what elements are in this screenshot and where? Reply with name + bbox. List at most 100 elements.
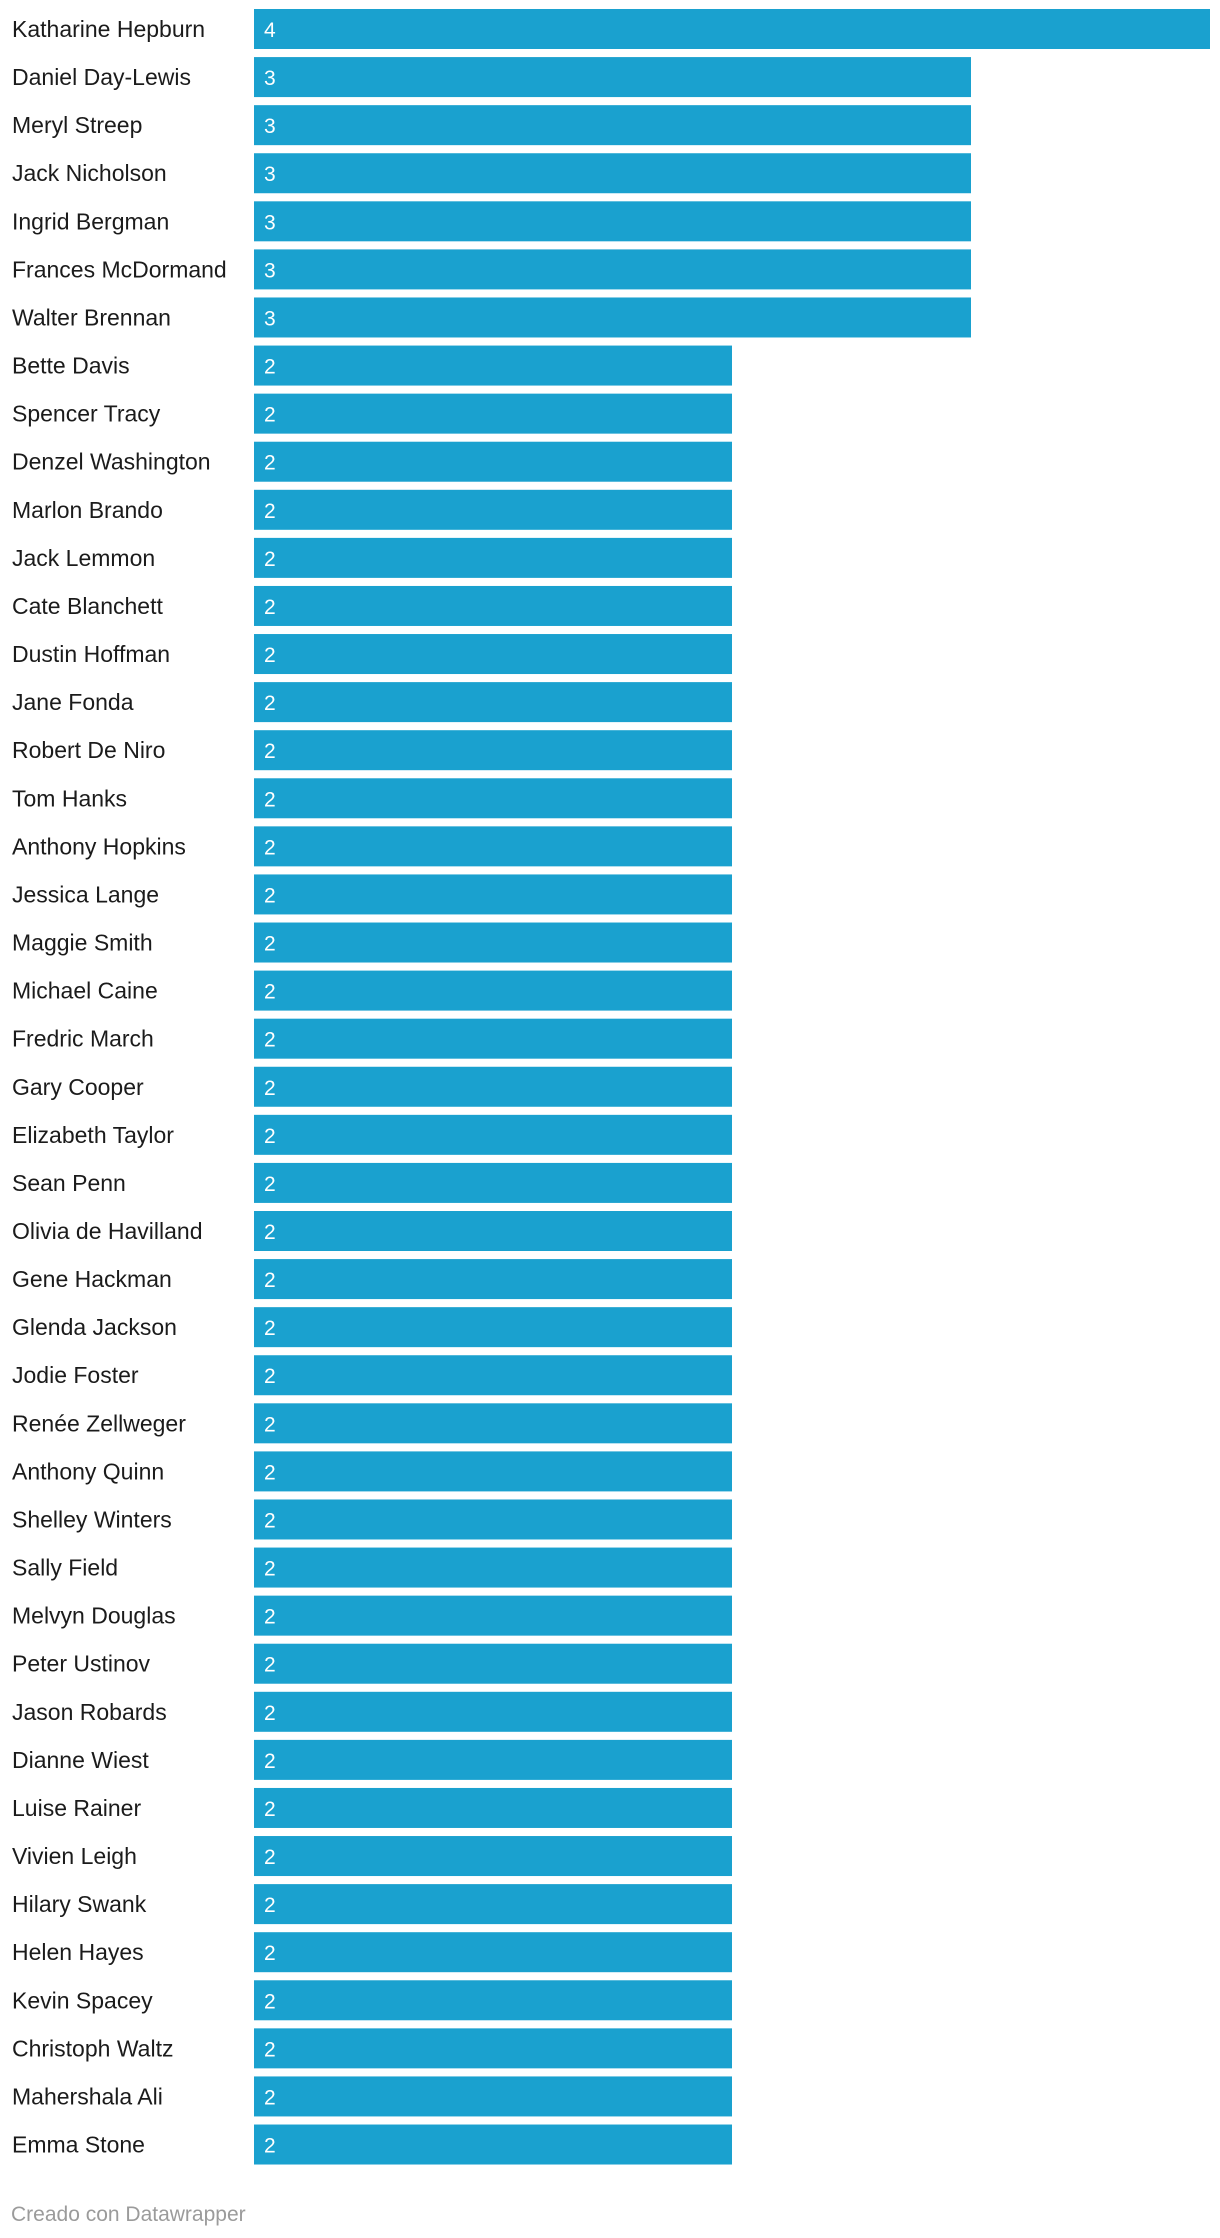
bar-row: Maggie Smith 2	[12, 922, 732, 963]
bar	[254, 585, 732, 626]
category-label: Emma Stone	[12, 2132, 145, 2158]
bar-row: Glenda Jackson 2	[12, 1307, 732, 1348]
bar	[254, 634, 732, 675]
value-label: 2	[264, 1894, 276, 1917]
value-label: 2	[264, 1798, 276, 1821]
bar	[254, 345, 732, 386]
bar-row: Peter Ustinov 2	[12, 1643, 732, 1684]
category-label: Fredric March	[12, 1026, 154, 1052]
bar-row: Anthony Quinn 2	[12, 1451, 732, 1492]
category-label: Shelley Winters	[12, 1506, 172, 1532]
bar	[254, 730, 732, 771]
value-label: 2	[264, 1269, 276, 1292]
bar-row: Anthony Hopkins 2	[12, 826, 732, 867]
bar-row: Walter Brennan 3	[12, 297, 971, 338]
value-label: 2	[264, 740, 276, 763]
value-label: 2	[264, 1750, 276, 1773]
value-label: 2	[264, 404, 276, 427]
value-label: 2	[264, 596, 276, 619]
bar	[254, 1018, 732, 1059]
value-label: 2	[264, 788, 276, 811]
category-label: Cate Blanchett	[12, 593, 163, 619]
category-label: Tom Hanks	[12, 785, 127, 811]
value-label: 2	[264, 1029, 276, 1052]
bar-row: Frances McDormand 3	[12, 249, 971, 290]
value-label: 2	[264, 1990, 276, 2013]
value-label: 2	[264, 1846, 276, 1869]
value-label: 3	[264, 163, 276, 186]
bar-row: Ingrid Bergman 3	[12, 201, 971, 242]
bar	[254, 1595, 732, 1636]
value-label: 2	[264, 1461, 276, 1484]
category-label: Katharine Hepburn	[12, 16, 205, 42]
value-label: 3	[264, 115, 276, 138]
category-label: Jessica Lange	[12, 881, 159, 907]
category-label: Bette Davis	[12, 353, 130, 379]
bar	[254, 1162, 732, 1203]
category-label: Mahershala Ali	[12, 2083, 163, 2109]
bar-row: Kevin Spacey 2	[12, 1980, 732, 2021]
bar-row: Jack Lemmon 2	[12, 537, 732, 578]
bar-row: Gary Cooper 2	[12, 1066, 732, 1107]
category-label: Gary Cooper	[12, 1074, 144, 1100]
bar-row: Emma Stone 2	[12, 2124, 732, 2165]
category-label: Christoph Waltz	[12, 2035, 173, 2061]
bar	[254, 297, 971, 338]
bar-row: Dianne Wiest 2	[12, 1739, 732, 1780]
bar-row: Fredric March 2	[12, 1018, 732, 1059]
bar-row: Tom Hanks 2	[12, 778, 732, 819]
value-label: 2	[264, 1942, 276, 1965]
bar-row: Katharine Hepburn 4	[12, 9, 1210, 49]
bar	[254, 1980, 732, 2021]
bar	[254, 1739, 732, 1780]
bar	[254, 1836, 732, 1877]
value-label: 2	[264, 884, 276, 907]
bar-row: Luise Rainer 2	[12, 1787, 732, 1828]
bar-row: Michael Caine 2	[12, 970, 732, 1011]
bar	[254, 1451, 732, 1492]
value-label: 2	[264, 1077, 276, 1100]
category-label: Elizabeth Taylor	[12, 1122, 174, 1148]
bar	[254, 1259, 732, 1300]
bar	[254, 1787, 732, 1828]
category-label: Daniel Day-Lewis	[12, 64, 191, 90]
bar	[254, 970, 732, 1011]
value-label: 2	[264, 692, 276, 715]
category-label: Denzel Washington	[12, 449, 211, 475]
bar-row: Sally Field 2	[12, 1547, 732, 1588]
category-label: Sean Penn	[12, 1170, 126, 1196]
bar	[254, 9, 1210, 49]
bar-row: Marlon Brando 2	[12, 489, 732, 530]
bar	[254, 249, 971, 290]
value-label: 2	[264, 1365, 276, 1388]
value-label: 4	[264, 19, 276, 42]
value-label: 2	[264, 644, 276, 667]
bar-row: Renée Zellweger 2	[12, 1403, 732, 1444]
bar	[254, 1499, 732, 1540]
value-label: 2	[264, 1606, 276, 1629]
value-label: 2	[264, 500, 276, 523]
bar-row: Bette Davis 2	[12, 345, 732, 386]
bar-row: Helen Hayes 2	[12, 1932, 732, 1973]
category-label: Hilary Swank	[12, 1891, 147, 1917]
category-label: Walter Brennan	[12, 304, 171, 330]
value-label: 3	[264, 259, 276, 282]
category-label: Olivia de Havilland	[12, 1218, 202, 1244]
bar	[254, 489, 732, 530]
bar	[254, 778, 732, 819]
bar	[254, 874, 732, 915]
category-label: Robert De Niro	[12, 737, 165, 763]
category-label: Vivien Leigh	[12, 1843, 137, 1869]
category-label: Marlon Brando	[12, 497, 163, 523]
value-label: 2	[264, 2135, 276, 2158]
bar	[254, 1691, 732, 1732]
bar-row: Sean Penn 2	[12, 1162, 732, 1203]
bar-row: Cate Blanchett 2	[12, 585, 732, 626]
bar	[254, 2124, 732, 2165]
category-label: Kevin Spacey	[12, 1987, 153, 2013]
bar-row: Jack Nicholson 3	[12, 153, 971, 194]
bar-row: Dustin Hoffman 2	[12, 634, 732, 675]
value-label: 3	[264, 307, 276, 330]
bar-row: Christoph Waltz 2	[12, 2028, 732, 2069]
